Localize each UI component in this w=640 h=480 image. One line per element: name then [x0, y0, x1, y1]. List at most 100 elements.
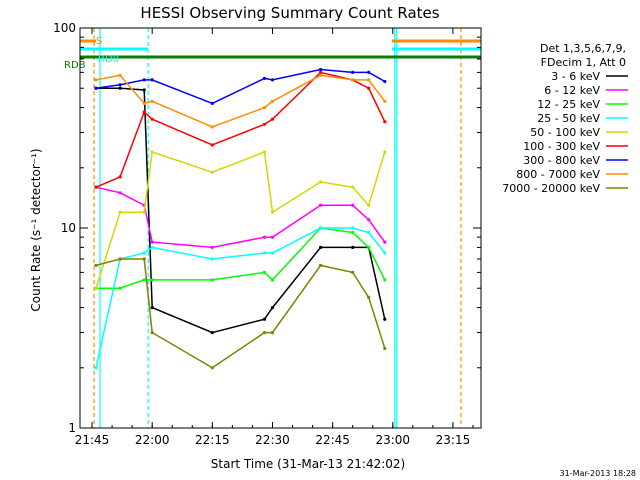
data-point-12-25-kev-5 — [262, 270, 267, 274]
data-point-25-50-kev-8 — [351, 226, 355, 230]
data-point-300-800-kev-8 — [351, 70, 355, 74]
series-line-12-25-kev — [96, 227, 386, 289]
data-point-300-800-kev-1 — [118, 83, 122, 87]
data-point-800-7000-kev-6 — [270, 99, 275, 103]
data-point-100-300-kev-7 — [319, 70, 323, 74]
data-point-100-300-kev-10 — [383, 120, 387, 124]
data-point-12-25-kev-4 — [210, 278, 214, 282]
legend-label-300-800-kev: 300 - 800 keV — [523, 154, 600, 167]
series-3-6-kev — [94, 86, 387, 335]
data-point-300-800-kev-0 — [94, 86, 98, 90]
legend-label-25-50-kev: 25 - 50 keV — [537, 112, 600, 125]
data-point-7000-20000-kev-3 — [150, 331, 154, 335]
legend-label-800-7000-kev: 800 - 7000 keV — [516, 168, 600, 181]
data-point-800-7000-kev-7 — [319, 73, 323, 77]
legend-header-line-0: Det 1,3,5,6,7,9, — [540, 42, 626, 55]
marker-label-rd0: RD0 — [98, 54, 119, 65]
data-point-12-25-kev-3 — [150, 278, 154, 282]
data-point-3-6-kev-7 — [319, 245, 323, 249]
data-point-800-7000-kev-8 — [351, 78, 355, 82]
x-tick-label-21-45: 21:45 — [75, 433, 110, 447]
data-point-50-100-kev-3 — [150, 150, 154, 154]
chart-title: HESSI Observing Summary Count Rates — [140, 4, 439, 22]
legend-label-100-300-kev: 100 - 300 keV — [523, 140, 600, 153]
axes — [79, 27, 482, 429]
series-300-800-kev — [94, 67, 387, 105]
data-point-100-300-kev-5 — [262, 122, 267, 126]
data-point-25-50-kev-2 — [142, 251, 146, 255]
data-point-3-6-kev-4 — [210, 331, 214, 335]
series-7000-20000-kev — [94, 257, 387, 370]
data-point-100-300-kev-4 — [210, 143, 214, 147]
data-point-800-7000-kev-3 — [150, 99, 154, 103]
marker-label-rdb: RDB — [64, 60, 86, 71]
data-point-7000-20000-kev-8 — [351, 270, 355, 274]
data-point-300-800-kev-3 — [150, 78, 154, 82]
data-point-800-7000-kev-4 — [210, 125, 214, 129]
data-point-25-50-kev-10 — [383, 251, 387, 255]
data-point-3-6-kev-1 — [118, 86, 122, 90]
data-point-300-800-kev-6 — [270, 78, 275, 82]
data-point-50-100-kev-2 — [142, 210, 146, 214]
data-point-300-800-kev-2 — [142, 78, 146, 82]
series-line-50-100-kev — [95, 150, 386, 289]
x-tick-label-22-00: 22:00 — [135, 433, 170, 447]
data-point-7000-20000-kev-9 — [367, 295, 371, 299]
data-point-7000-20000-kev-2 — [142, 257, 146, 261]
marker-label-s: S — [96, 36, 102, 47]
data-point-25-50-kev-6 — [270, 251, 275, 255]
x-tick-label-22-45: 22:45 — [315, 433, 350, 447]
data-point-50-100-kev-4 — [210, 170, 214, 174]
data-point-6-12-kev-10 — [383, 240, 387, 244]
data-point-7000-20000-kev-1 — [118, 257, 122, 261]
series-6-12-kev — [94, 185, 387, 249]
data-point-50-100-kev-5 — [262, 150, 267, 154]
series-800-7000-kev — [94, 73, 387, 129]
data-point-800-7000-kev-2 — [142, 101, 146, 105]
data-point-300-800-kev-4 — [210, 101, 214, 105]
series-line-25-50-kev — [95, 227, 386, 368]
attenuator-markers: S RD0 RDB — [64, 28, 481, 428]
data-point-25-50-kev-3 — [150, 245, 154, 249]
x-tick-label-23-15: 23:15 — [436, 433, 471, 447]
x-axis-label: Start Time (31-Mar-13 21:42:02) — [211, 457, 405, 471]
data-point-12-25-kev-8 — [351, 230, 355, 235]
legend-label-3-6-kev: 3 - 6 keV — [551, 70, 600, 83]
data-point-50-100-kev-6 — [270, 210, 275, 214]
data-point-800-7000-kev-9 — [367, 78, 371, 82]
data-point-6-12-kev-5 — [262, 235, 267, 239]
data-point-800-7000-kev-5 — [262, 106, 267, 110]
data-point-300-800-kev-5 — [262, 76, 267, 80]
y-tick-label-100: 100 — [53, 21, 76, 35]
data-point-6-12-kev-3 — [150, 240, 154, 244]
data-point-50-100-kev-1 — [118, 210, 122, 214]
y-axis-label: Count Rate (s⁻¹ detector⁻¹) — [29, 148, 43, 311]
series-lines — [94, 67, 387, 370]
data-point-300-800-kev-9 — [367, 70, 371, 74]
data-point-12-25-kev-9 — [367, 245, 371, 249]
data-point-7000-20000-kev-5 — [262, 331, 267, 335]
data-point-12-25-kev-2 — [142, 278, 146, 282]
data-point-50-100-kev-8 — [351, 185, 355, 189]
data-point-3-6-kev-2 — [142, 88, 146, 92]
x-tick-label-22-30: 22:30 — [255, 433, 290, 447]
data-point-25-50-kev-4 — [210, 257, 214, 261]
data-point-12-25-kev-6 — [270, 278, 275, 282]
legend-label-50-100-kev: 50 - 100 keV — [530, 126, 600, 139]
series-50-100-kev — [94, 150, 387, 290]
data-point-25-50-kev-5 — [262, 251, 267, 255]
data-point-50-100-kev-0 — [94, 286, 98, 290]
data-point-100-300-kev-2 — [142, 110, 146, 114]
data-point-100-300-kev-0 — [94, 185, 98, 189]
data-point-6-12-kev-9 — [367, 218, 371, 222]
data-point-50-100-kev-7 — [319, 180, 323, 184]
x-tick-label-23-00: 23:00 — [375, 433, 410, 447]
legend-header-line-1: FDecim 1, Att 0 — [541, 56, 626, 69]
data-point-25-50-kev-0 — [94, 366, 98, 370]
legend-label-7000-20000-kev: 7000 - 20000 keV — [502, 182, 600, 195]
data-point-7000-20000-kev-10 — [383, 346, 387, 350]
series-25-50-kev — [94, 226, 387, 370]
series-12-25-kev — [94, 226, 387, 290]
